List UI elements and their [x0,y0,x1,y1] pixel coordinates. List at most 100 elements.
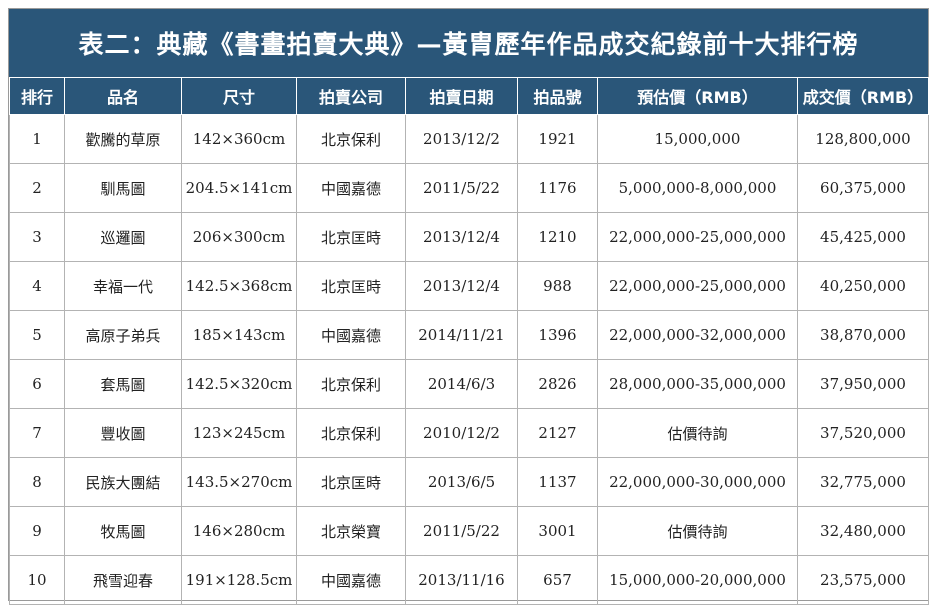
cell-lot: 2826 [517,359,598,409]
cell-price: 32,775,000 [797,457,929,507]
header-rank: 排行 [9,77,65,115]
cell-estimate: 22,000,000-30,000,000 [597,457,798,507]
cell-company: 北京榮寶 [296,506,406,556]
cell-company: 北京匡時 [296,457,406,507]
cell-name: 幸福一代 [64,261,182,311]
cell-size: 191×128.5cm [181,555,297,605]
header-lot: 拍品號 [517,77,598,115]
cell-company: 中國嘉德 [296,163,406,213]
header-row: 排行 品名 尺寸 拍賣公司 拍賣日期 拍品號 預估價（RMB） 成交價（RMB） [9,77,929,115]
table-row: 6 套馬圖 142.5×320cm 北京保利 2014/6/3 2826 28,… [9,359,929,409]
cell-size: 204.5×141cm [181,163,297,213]
cell-rank: 4 [9,261,65,311]
cell-name: 飛雪迎春 [64,555,182,605]
cell-size: 206×300cm [181,212,297,262]
cell-name: 牧馬圖 [64,506,182,556]
cell-company: 北京保利 [296,408,406,458]
cell-date: 2014/6/3 [405,359,518,409]
cell-estimate: 28,000,000-35,000,000 [597,359,798,409]
cell-price: 60,375,000 [797,163,929,213]
cell-estimate: 22,000,000-25,000,000 [597,212,798,262]
cell-lot: 657 [517,555,598,605]
cell-lot: 3001 [517,506,598,556]
cell-price: 128,800,000 [797,114,929,164]
header-date: 拍賣日期 [405,77,518,115]
cell-estimate: 22,000,000-32,000,000 [597,310,798,360]
table-row: 3 巡邏圖 206×300cm 北京匡時 2013/12/4 1210 22,0… [9,212,929,262]
cell-name: 巡邏圖 [64,212,182,262]
cell-name: 歡騰的草原 [64,114,182,164]
cell-price: 45,425,000 [797,212,929,262]
table-row: 5 高原子弟兵 185×143cm 中國嘉德 2014/11/21 1396 2… [9,310,929,360]
cell-estimate: 估價待詢 [597,506,798,556]
cell-company: 中國嘉德 [296,310,406,360]
cell-price: 23,575,000 [797,555,929,605]
cell-rank: 5 [9,310,65,360]
cell-size: 123×245cm [181,408,297,458]
cell-company: 北京保利 [296,359,406,409]
cell-company: 北京匡時 [296,261,406,311]
cell-date: 2013/11/16 [405,555,518,605]
cell-size: 143.5×270cm [181,457,297,507]
cell-rank: 8 [9,457,65,507]
cell-name: 馴馬圖 [64,163,182,213]
cell-rank: 9 [9,506,65,556]
ranking-table: 排行 品名 尺寸 拍賣公司 拍賣日期 拍品號 預估價（RMB） 成交價（RMB）… [9,77,929,605]
cell-date: 2013/6/5 [405,457,518,507]
table-row: 8 民族大團結 143.5×270cm 北京匡時 2013/6/5 1137 2… [9,457,929,507]
cell-company: 北京保利 [296,114,406,164]
cell-rank: 1 [9,114,65,164]
cell-size: 142.5×368cm [181,261,297,311]
header-name: 品名 [64,77,182,115]
cell-company: 北京匡時 [296,212,406,262]
cell-date: 2011/5/22 [405,163,518,213]
table-row: 7 豐收圖 123×245cm 北京保利 2010/12/2 2127 估價待詢… [9,408,929,458]
cell-date: 2013/12/4 [405,212,518,262]
cell-lot: 1176 [517,163,598,213]
cell-date: 2013/12/2 [405,114,518,164]
cell-lot: 1396 [517,310,598,360]
ranking-table-frame: 表二：典藏《書畫拍賣大典》—黃胄歷年作品成交紀錄前十大排行榜 排行 品名 尺寸 … [8,8,929,605]
cell-date: 2013/12/4 [405,261,518,311]
cell-size: 142.5×320cm [181,359,297,409]
cell-rank: 7 [9,408,65,458]
table-row: 2 馴馬圖 204.5×141cm 中國嘉德 2011/5/22 1176 5,… [9,163,929,213]
table-row: 9 牧馬圖 146×280cm 北京榮寶 2011/5/22 3001 估價待詢… [9,506,929,556]
cell-size: 185×143cm [181,310,297,360]
cell-price: 37,520,000 [797,408,929,458]
header-estimate: 預估價（RMB） [597,77,798,115]
cell-size: 142×360cm [181,114,297,164]
cell-rank: 2 [9,163,65,213]
cell-rank: 10 [9,555,65,605]
cell-estimate: 5,000,000-8,000,000 [597,163,798,213]
cell-price: 40,250,000 [797,261,929,311]
cell-date: 2010/12/2 [405,408,518,458]
cell-name: 高原子弟兵 [64,310,182,360]
cell-lot: 988 [517,261,598,311]
cell-rank: 6 [9,359,65,409]
cell-estimate: 22,000,000-25,000,000 [597,261,798,311]
header-company: 拍賣公司 [296,77,406,115]
cell-date: 2011/5/22 [405,506,518,556]
cell-estimate: 15,000,000-20,000,000 [597,555,798,605]
cell-rank: 3 [9,212,65,262]
table-row: 10 飛雪迎春 191×128.5cm 中國嘉德 2013/11/16 657 … [9,555,929,605]
cell-name: 民族大團結 [64,457,182,507]
table-row: 4 幸福一代 142.5×368cm 北京匡時 2013/12/4 988 22… [9,261,929,311]
cell-lot: 1210 [517,212,598,262]
cell-name: 豐收圖 [64,408,182,458]
cell-lot: 2127 [517,408,598,458]
cell-estimate: 估價待詢 [597,408,798,458]
table-row: 1 歡騰的草原 142×360cm 北京保利 2013/12/2 1921 15… [9,114,929,164]
header-size: 尺寸 [181,77,297,115]
header-price: 成交價（RMB） [797,77,929,115]
cell-estimate: 15,000,000 [597,114,798,164]
cell-size: 146×280cm [181,506,297,556]
cell-lot: 1921 [517,114,598,164]
cell-price: 37,950,000 [797,359,929,409]
cell-date: 2014/11/21 [405,310,518,360]
cell-price: 38,870,000 [797,310,929,360]
cell-company: 中國嘉德 [296,555,406,605]
cell-price: 32,480,000 [797,506,929,556]
table-title: 表二：典藏《書畫拍賣大典》—黃胄歷年作品成交紀錄前十大排行榜 [9,9,928,77]
